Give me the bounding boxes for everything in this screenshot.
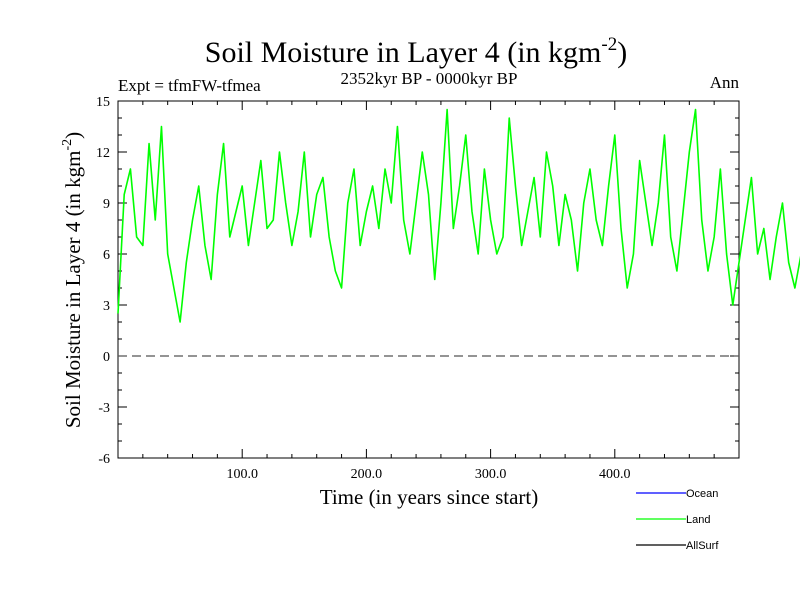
y-tick-label: -3 (98, 401, 110, 416)
chart-title: Soil Moisture in Layer 4 (in kgm-2) (205, 34, 627, 69)
x-axis-label: Time (in years since start) (320, 485, 539, 509)
experiment-label: Expt = tfmFW-tfmea (118, 76, 261, 95)
plot-frame (117, 100, 740, 459)
series-line-land (117, 108, 800, 323)
y-tick-label: 3 (103, 299, 110, 314)
y-axis: -6 -3 0 3 6 9 12 15 (96, 95, 739, 467)
legend-label-allsurf: AllSurf (686, 540, 719, 552)
chart-subtitle: 2352kyr BP - 0000kyr BP (341, 69, 518, 88)
season-label: Ann (710, 73, 740, 92)
x-tick-label: 200.0 (351, 467, 383, 482)
x-tick-label: 100.0 (226, 467, 258, 482)
x-tick-label: 300.0 (475, 467, 507, 482)
y-tick-label: 6 (103, 248, 110, 263)
y-tick-label: 15 (96, 95, 110, 110)
legend-label-land: Land (686, 514, 710, 526)
series-group (117, 108, 800, 323)
y-axis-label: Soil Moisture in Layer 4 (in kgm-2) (60, 132, 85, 428)
legend: Ocean Land AllSurf (636, 488, 719, 552)
x-tick-label: 400.0 (599, 467, 631, 482)
y-tick-label: -6 (98, 452, 110, 467)
x-axis: 100.0 200.0 300.0 400.0 (142, 101, 715, 482)
y-tick-label: 0 (103, 350, 110, 365)
y-tick-label: 9 (103, 197, 110, 212)
legend-label-ocean: Ocean (686, 488, 718, 500)
y-tick-label: 12 (96, 146, 110, 161)
